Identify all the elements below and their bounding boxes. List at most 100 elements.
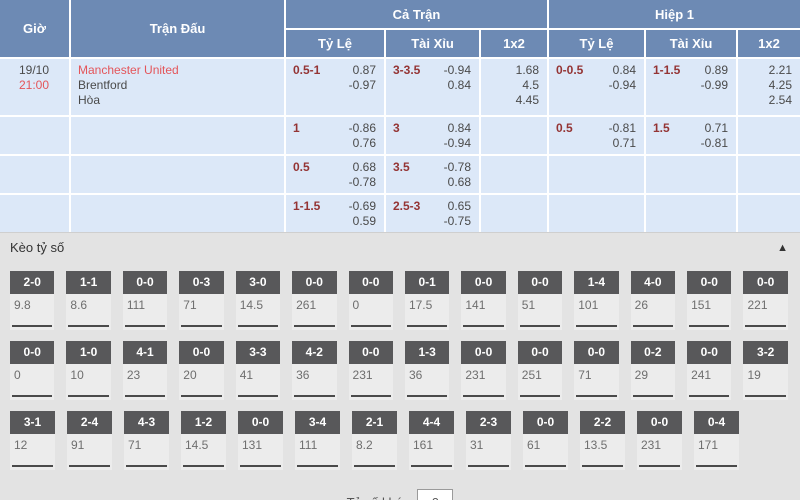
score-box[interactable]: 0-0 231 [637, 411, 682, 470]
stake-input-underline[interactable] [689, 325, 730, 327]
score-box[interactable]: 0-1 17.5 [404, 271, 450, 330]
odds-cell-fh-ou[interactable]: 1-1.5 0.89 -0.99 [644, 57, 738, 117]
stake-input-underline[interactable] [237, 325, 279, 327]
stake-input-underline[interactable] [124, 325, 166, 327]
stake-input-underline[interactable] [350, 395, 391, 397]
stake-input-underline[interactable] [12, 395, 53, 397]
score-box[interactable]: 3-1 12 [10, 411, 55, 470]
score-box[interactable]: 0-0 111 [122, 271, 168, 330]
score-box[interactable]: 2-1 8.2 [352, 411, 397, 470]
score-box[interactable]: 0-0 61 [523, 411, 568, 470]
score-box[interactable]: 0-0 0 [10, 341, 55, 400]
score-box[interactable]: 0-0 131 [238, 411, 283, 470]
odds-cell-ft-ou[interactable]: 3.5 -0.78 0.68 [384, 154, 481, 195]
score-box[interactable]: 2-3 31 [466, 411, 511, 470]
score-box[interactable]: 1-2 14.5 [181, 411, 226, 470]
score-box[interactable]: 1-3 36 [404, 341, 450, 400]
score-box[interactable]: 1-0 10 [66, 341, 111, 400]
score-box[interactable]: 3-2 19 [743, 341, 788, 400]
stake-input-underline[interactable] [696, 465, 737, 467]
stake-input-underline[interactable] [525, 465, 566, 467]
score-box[interactable]: 0-0 141 [461, 271, 506, 330]
score-box[interactable]: 4-4 161 [409, 411, 454, 470]
score-box[interactable]: 4-1 23 [122, 341, 168, 400]
score-box[interactable]: 1-1 8.6 [66, 271, 111, 330]
stake-input-underline[interactable] [576, 325, 617, 327]
stake-input-underline[interactable] [294, 395, 335, 397]
stake-input-underline[interactable] [240, 465, 281, 467]
odds-cell-ft-hdp[interactable]: 1 -0.86 0.76 [284, 115, 386, 156]
score-box[interactable]: 2-2 13.5 [580, 411, 625, 470]
stake-input-underline[interactable] [183, 465, 224, 467]
odds-cell-ft-ou[interactable]: 3 0.84 -0.94 [384, 115, 481, 156]
odds-cell-ft-ou[interactable]: 2.5-3 0.65 -0.75 [384, 193, 481, 233]
collapse-arrow-icon[interactable]: ▲ [777, 241, 788, 254]
score-box[interactable]: 0-0 51 [517, 271, 563, 330]
score-box[interactable]: 0-0 151 [687, 271, 732, 330]
stake-input-underline[interactable] [68, 395, 109, 397]
stake-input-underline[interactable] [632, 395, 674, 397]
score-box[interactable]: 0-2 29 [630, 341, 676, 400]
stake-input-underline[interactable] [294, 325, 335, 327]
score-box[interactable]: 0-0 251 [517, 341, 563, 400]
stake-input-underline[interactable] [745, 395, 786, 397]
score-section-header[interactable]: Kèo tỷ số ▲ [0, 232, 800, 262]
score-box[interactable]: 0-0 221 [743, 271, 788, 330]
odds-cell-fh-hdp[interactable]: 0-0.5 0.84 -0.94 [547, 57, 646, 117]
stake-input-underline[interactable] [181, 325, 222, 327]
stake-input-underline[interactable] [297, 465, 338, 467]
score-box[interactable]: 0-0 231 [348, 341, 393, 400]
stake-input-underline[interactable] [354, 465, 395, 467]
stake-input-underline[interactable] [237, 395, 279, 397]
score-box[interactable]: 1-4 101 [574, 271, 619, 330]
odds-cell-ft-1x2[interactable]: 1.68 4.5 4.45 [479, 57, 549, 117]
stake-input-underline[interactable] [519, 325, 561, 327]
other-score-input[interactable]: 0 [417, 488, 454, 500]
stake-input-underline[interactable] [745, 325, 786, 327]
stake-input-underline[interactable] [689, 395, 730, 397]
odds-cell-fh-ou[interactable]: 1.5 0.71 -0.81 [644, 115, 738, 156]
odds-cell-ft-hdp[interactable]: 0.5-1 0.87 -0.97 [284, 57, 386, 117]
stake-input-underline[interactable] [519, 395, 561, 397]
stake-input-underline[interactable] [124, 395, 166, 397]
stake-input-underline[interactable] [411, 465, 452, 467]
score-box[interactable]: 0-0 241 [687, 341, 732, 400]
score-box[interactable]: 2-0 9.8 [10, 271, 55, 330]
score-box[interactable]: 0-0 231 [461, 341, 506, 400]
stake-input-underline[interactable] [463, 395, 504, 397]
odds-cell-ft-ou[interactable]: 3-3.5 -0.94 0.84 [384, 57, 481, 117]
score-box[interactable]: 0-0 0 [348, 271, 393, 330]
stake-input-underline[interactable] [639, 465, 680, 467]
home-team-name[interactable]: Manchester United [78, 63, 179, 77]
stake-input-underline[interactable] [181, 395, 222, 397]
score-box[interactable]: 0-3 71 [179, 271, 224, 330]
draw-label[interactable]: Hòa [78, 93, 101, 107]
score-box[interactable]: 4-0 26 [630, 271, 676, 330]
score-box[interactable]: 4-3 71 [124, 411, 169, 470]
odds-cell-ft-hdp[interactable]: 0.5 0.68 -0.78 [284, 154, 386, 195]
stake-input-underline[interactable] [12, 465, 53, 467]
score-box[interactable]: 3-4 111 [295, 411, 340, 470]
score-box[interactable]: 3-0 14.5 [235, 271, 281, 330]
stake-input-underline[interactable] [126, 465, 167, 467]
stake-input-underline[interactable] [350, 325, 391, 327]
odds-cell-ft-hdp[interactable]: 1-1.5 -0.69 0.59 [284, 193, 386, 233]
odds-cell-fh-hdp[interactable]: 0.5 -0.81 0.71 [547, 115, 646, 156]
score-box[interactable]: 2-4 91 [67, 411, 112, 470]
stake-input-underline[interactable] [576, 395, 617, 397]
stake-input-underline[interactable] [463, 325, 504, 327]
stake-input-underline[interactable] [632, 325, 674, 327]
odds-cell-fh-1x2[interactable]: 2.21 4.25 2.54 [735, 57, 800, 117]
score-box[interactable]: 0-0 71 [574, 341, 619, 400]
stake-input-underline[interactable] [582, 465, 623, 467]
stake-input-underline[interactable] [12, 325, 53, 327]
stake-input-underline[interactable] [68, 325, 109, 327]
score-box[interactable]: 0-0 20 [179, 341, 224, 400]
score-box[interactable]: 3-3 41 [235, 341, 281, 400]
score-box[interactable]: 4-2 36 [292, 341, 337, 400]
stake-input-underline[interactable] [406, 395, 448, 397]
score-box[interactable]: 0-4 171 [694, 411, 739, 470]
stake-input-underline[interactable] [468, 465, 509, 467]
away-team-name[interactable]: Brentford [78, 78, 128, 92]
stake-input-underline[interactable] [406, 325, 448, 327]
